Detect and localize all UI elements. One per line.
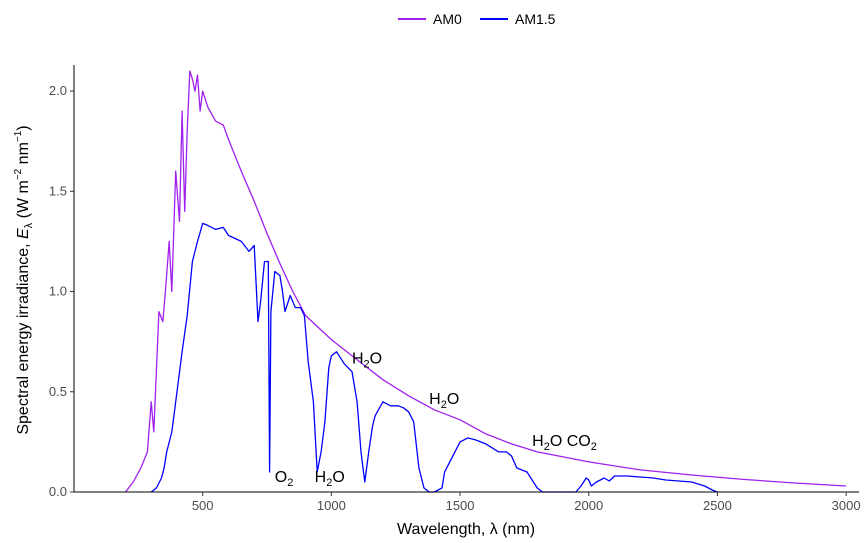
y-axis-title-text: Spectral energy irradiance, <box>15 239 32 435</box>
x-tick-label: 2000 <box>574 498 603 513</box>
y-axis-title-unit-2: nm <box>15 142 32 169</box>
x-tick-label: 500 <box>192 498 214 513</box>
x-axis-title-symbol: λ <box>490 521 498 538</box>
x-tick-label: 3000 <box>832 498 861 513</box>
annotation-label: H2O <box>315 469 345 489</box>
annotation-label: H2O CO2 <box>532 433 597 453</box>
y-axis-title-close: ) <box>15 125 32 130</box>
x-axis-title-text: Wavelength, <box>397 521 490 538</box>
x-axis-title-unit: (nm) <box>498 521 535 538</box>
absorption-annotations: O2 H2O H2O H2O H2O CO2 <box>275 351 597 489</box>
series-line-am15 <box>150 222 718 493</box>
plot-area <box>124 70 847 493</box>
y-tick-label: 2.0 <box>49 83 67 98</box>
y-axis-title-exp-1: −2 <box>13 168 24 180</box>
x-axis-title: Wavelength, λ (nm) <box>397 521 535 538</box>
series-line-am0 <box>124 70 847 493</box>
y-axis-ticks: 0.0 0.5 1.0 1.5 2.0 <box>49 83 74 499</box>
y-tick-label: 1.0 <box>49 284 67 299</box>
y-axis-title-symbol-sub: λ <box>23 222 35 228</box>
legend-label-am15: AM1.5 <box>515 11 556 27</box>
x-axis-ticks: 500 1000 1500 2000 2500 3000 <box>192 492 861 513</box>
annotation-label: O2 <box>275 469 294 489</box>
annotation-label: H2O <box>429 391 459 411</box>
legend: AM0 AM1.5 <box>398 11 556 27</box>
y-axis-title: Spectral energy irradiance, Eλ (W m−2 nm… <box>13 125 35 434</box>
legend-label-am0: AM0 <box>433 11 462 27</box>
y-tick-label: 0.0 <box>49 484 67 499</box>
y-axis-title-exp-2: −1 <box>13 130 24 142</box>
y-axis-title-symbol: E <box>15 228 32 239</box>
annotation-label: H2O <box>352 351 382 371</box>
x-tick-label: 1500 <box>446 498 475 513</box>
x-tick-label: 2500 <box>703 498 732 513</box>
y-tick-label: 1.5 <box>49 183 67 198</box>
y-tick-label: 0.5 <box>49 384 67 399</box>
x-tick-label: 1000 <box>317 498 346 513</box>
y-axis-title-unit-1: (W m <box>15 180 32 223</box>
